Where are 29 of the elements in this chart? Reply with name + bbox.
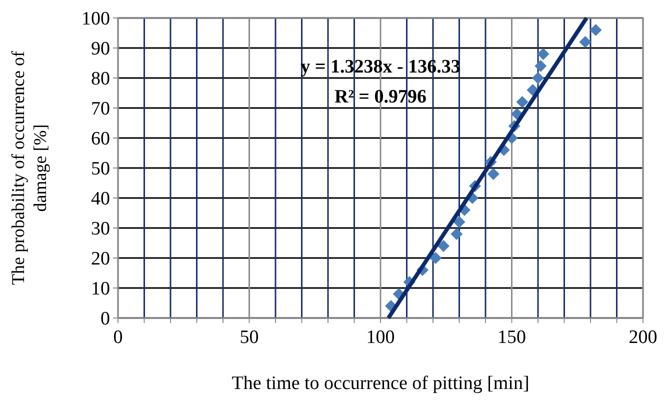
point: [453, 216, 466, 228]
point: [534, 60, 547, 72]
point: [450, 228, 463, 240]
y-tick-label: 60: [91, 128, 110, 150]
y-tick-label: 10: [91, 278, 110, 300]
point: [487, 168, 500, 180]
point: [537, 48, 550, 60]
x-axis-title: The time to occurrence of pitting [min]: [232, 373, 530, 394]
point: [430, 252, 442, 264]
y-tick-label: 30: [91, 218, 110, 240]
x-tick-label: 0: [113, 327, 123, 348]
y-tick-label: 20: [91, 248, 110, 270]
y-tick-label: 50: [91, 158, 110, 180]
point: [438, 240, 450, 252]
point: [579, 36, 592, 48]
point: [590, 24, 602, 36]
y-tick-label: 100: [82, 8, 110, 30]
x-tick-label: 200: [628, 327, 658, 348]
y-axis-title: The probability of occurrence of damage [%]: [8, 51, 50, 285]
x-tick-label: 150: [498, 327, 526, 348]
x-tick-label: 50: [240, 327, 259, 348]
x-tick-label: 100: [366, 327, 395, 348]
y-tick-label: 90: [91, 38, 110, 60]
y-tick-label: 70: [91, 98, 110, 120]
point: [532, 72, 544, 84]
y-tick-label: 80: [91, 68, 110, 90]
point: [516, 96, 528, 108]
y-tick-label: 40: [91, 188, 110, 210]
y-tick-label: 0: [100, 308, 110, 330]
